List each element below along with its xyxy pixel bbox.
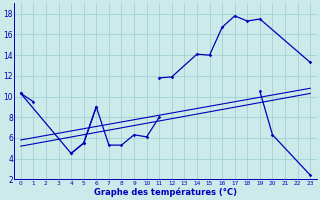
X-axis label: Graphe des températures (°C): Graphe des températures (°C) — [94, 187, 237, 197]
